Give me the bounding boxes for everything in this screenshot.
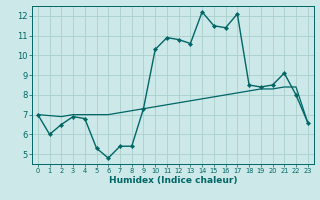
X-axis label: Humidex (Indice chaleur): Humidex (Indice chaleur) xyxy=(108,176,237,185)
